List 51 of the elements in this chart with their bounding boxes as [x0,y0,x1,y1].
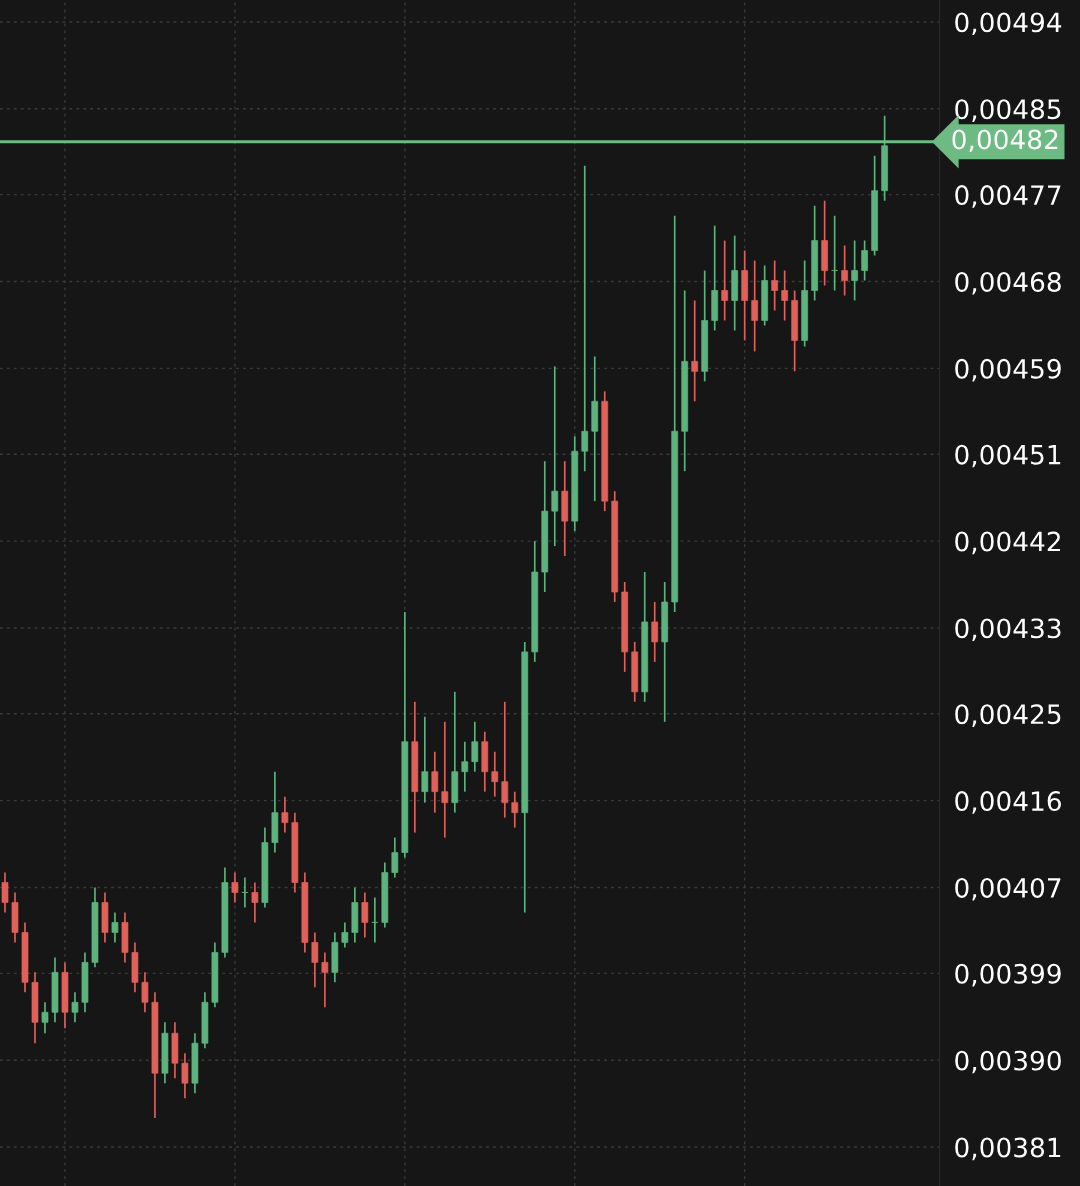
candlestick [251,881,259,924]
candlestick [141,971,149,1014]
candlestick [231,871,239,904]
candlestick [41,1001,49,1035]
candlestick [321,951,329,1009]
candlestick [751,259,759,353]
candlestick [441,720,449,839]
candlestick [391,836,399,879]
y-tick-label: 0,00390 [955,1050,1061,1074]
candlestick [861,239,868,282]
y-tick-label: 0,00381 [955,1137,1061,1161]
candlestick [71,991,79,1024]
y-tick-label: 0,00399 [955,963,1061,987]
candlestick [581,164,589,473]
candlestick [181,1052,189,1099]
candlestick [651,601,659,663]
y-tick-label: 0,00407 [955,877,1061,901]
candlestick [781,269,789,322]
candlestick [691,299,699,403]
candlestick [841,244,848,297]
candlestick [341,921,349,949]
y-tick-label: 0,00416 [955,791,1061,814]
y-tick-label: 0,00477 [955,185,1061,208]
candlestick [371,896,379,944]
candlestick [851,239,858,302]
y-tick-label: 0,00442 [955,531,1060,555]
candlestick [501,700,509,819]
candlestick [511,790,519,829]
y-tick-label: 0,00459 [955,358,1061,382]
candlestick [721,239,729,322]
y-tick-label: 0,00485 [955,99,1061,122]
candlestick [421,715,429,804]
candlestick [361,891,369,939]
candlestick [111,911,119,944]
candlestick [431,750,439,814]
candlestick [281,795,289,834]
candlestick [771,259,779,312]
candlestick [471,720,479,773]
candlestick [311,931,319,989]
y-tick-label: 0,00468 [955,271,1061,295]
candlestick [491,750,499,798]
ref-line-label: 0,00482 [952,129,1058,153]
y-tick-label: 0,00433 [955,618,1061,642]
candlestick [551,365,559,547]
y-tick-label: 0,00425 [955,704,1061,727]
candlestick [461,740,469,793]
y-tick-label: 0,00451 [955,444,1061,468]
candlestick [1,871,9,914]
candlestick [241,876,249,909]
y-tick-label: 0,00494 [955,12,1062,36]
candlestick [831,214,838,292]
